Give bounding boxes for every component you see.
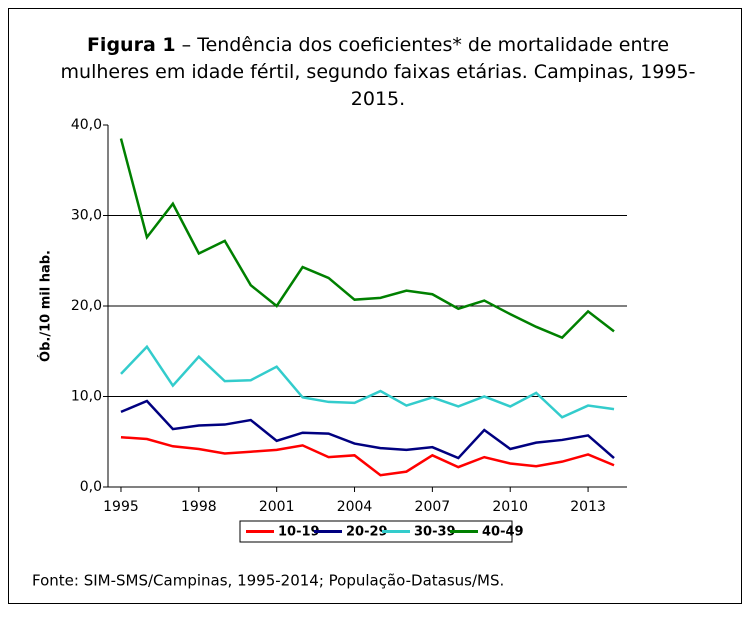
x-tick-label: 2010 bbox=[492, 499, 528, 515]
series-line bbox=[120, 399, 615, 460]
title-label: Figura 1 bbox=[86, 34, 176, 56]
y-tick-label: 20,0 bbox=[71, 298, 102, 314]
y-axis-label: Ób./10 mil hab. bbox=[38, 250, 54, 362]
legend-label: 40-49 bbox=[482, 525, 524, 540]
chart-title: Figura 1 – Tendência dos coeficientes* d… bbox=[48, 32, 708, 113]
x-tick-label: 2001 bbox=[259, 499, 295, 515]
y-tick-label: 10,0 bbox=[71, 389, 102, 405]
x-tick-label: 1995 bbox=[103, 499, 139, 515]
title-text: – Tendência dos coeficientes* de mortali… bbox=[60, 34, 696, 110]
source: Fonte: SIM-SMS/Campinas, 1995-2014; Popu… bbox=[32, 572, 504, 590]
legend-label: 10-19 bbox=[278, 525, 320, 540]
series-line bbox=[119, 138, 615, 340]
x-tick-label: 2004 bbox=[337, 499, 373, 515]
x-tick-label: 2013 bbox=[570, 499, 606, 515]
y-tick-label: 0,0 bbox=[80, 479, 102, 495]
figure-frame bbox=[8, 8, 742, 604]
series-line bbox=[120, 344, 615, 419]
y-tick-label: 30,0 bbox=[71, 208, 102, 224]
legend-label: 30-39 bbox=[414, 525, 456, 540]
y-tick-label: 40,0 bbox=[71, 117, 102, 133]
x-tick-label: 1998 bbox=[181, 499, 217, 515]
legend-box bbox=[239, 520, 513, 543]
x-tick-label: 2007 bbox=[415, 499, 451, 515]
series-line bbox=[120, 435, 615, 477]
legend-label: 20-29 bbox=[346, 525, 388, 540]
